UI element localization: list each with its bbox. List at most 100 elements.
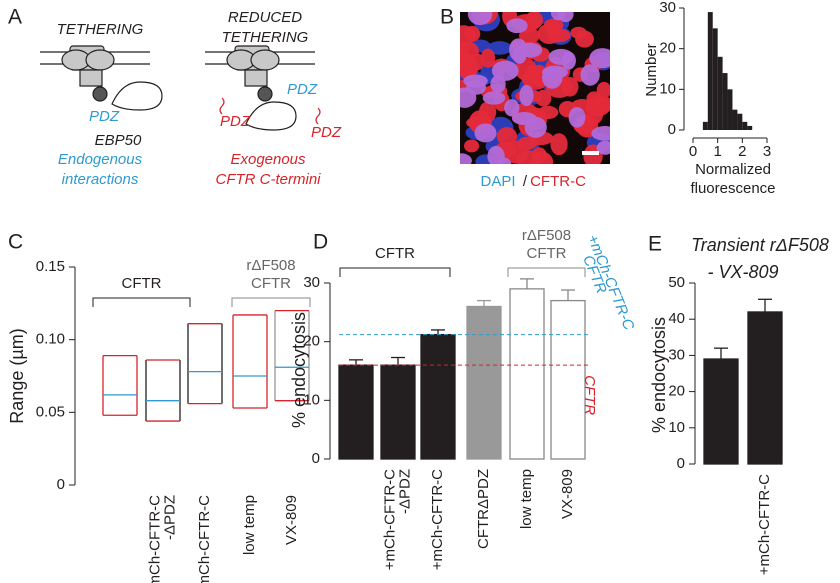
- diagram-a: A TETHERING REDUCED TETHERING PDZ EBP50 …: [8, 6, 342, 188]
- cell: [487, 41, 512, 55]
- group-label: rΔF508: [246, 257, 295, 274]
- chart-title: Transient rΔF508: [691, 235, 829, 255]
- pdz-label: PDZ: [287, 81, 318, 98]
- x-tick-label: -ΔPDZ: [396, 469, 413, 514]
- bar: [742, 121, 748, 130]
- y-tick-label: 50: [668, 274, 685, 291]
- bar: [702, 121, 708, 130]
- panel-letter: D: [313, 231, 328, 254]
- cell: [490, 75, 506, 94]
- cell: [463, 74, 488, 88]
- group-label: rΔF508: [522, 227, 571, 244]
- chart-title: - VX-809: [707, 262, 778, 282]
- y-tick-label: 30: [659, 0, 676, 16]
- y-axis-label: Number: [643, 43, 660, 96]
- cell: [535, 89, 552, 107]
- diagram-title: TETHERING: [57, 21, 144, 38]
- y-tick-label: 0.10: [36, 331, 65, 348]
- y-tick-label: 0: [312, 450, 320, 467]
- image-caption: /: [523, 173, 528, 190]
- cell: [531, 147, 547, 164]
- y-tick-label: 10: [659, 80, 676, 97]
- cell: [589, 48, 610, 69]
- c-termini: [219, 97, 321, 125]
- bar: [722, 73, 728, 130]
- y-tick-label: 10: [668, 419, 685, 436]
- cell: [467, 12, 493, 26]
- group-label: CFTR: [375, 245, 415, 262]
- bar: [509, 288, 545, 460]
- cell: [561, 77, 579, 97]
- cell: [591, 126, 610, 141]
- cell: [537, 23, 562, 45]
- group-bracket: [92, 297, 191, 307]
- x-axis-label: Normalized: [695, 161, 771, 178]
- bar: [466, 305, 502, 460]
- cell: [584, 103, 604, 125]
- y-axis-label: % endocytosis: [289, 312, 309, 428]
- image-caption: DAPI: [480, 173, 515, 190]
- panel-letter: E: [648, 233, 662, 256]
- cell: [542, 65, 568, 79]
- cell: [596, 140, 610, 155]
- y-tick-label: 0: [668, 121, 676, 138]
- image-caption: CFTR-C: [530, 173, 586, 190]
- group-label: CFTR: [527, 245, 567, 262]
- range-box: [102, 355, 138, 416]
- cell: [504, 99, 520, 117]
- y-tick-label: 30: [303, 274, 320, 291]
- y-tick-label: 20: [668, 383, 685, 400]
- range-box: [274, 310, 310, 401]
- caption: Exogenous: [230, 151, 306, 168]
- cell: [460, 87, 477, 108]
- range-box: [232, 314, 268, 408]
- cell: [482, 91, 506, 105]
- panel-letter: A: [8, 6, 22, 29]
- bar: [420, 333, 456, 460]
- cell: [460, 153, 472, 164]
- range-box: [187, 323, 223, 404]
- cell: [509, 38, 528, 62]
- cell: [524, 116, 547, 138]
- y-tick-label: 0: [57, 476, 65, 493]
- bar: [727, 89, 733, 130]
- bar: [712, 28, 718, 130]
- y-tick-label: 0.15: [36, 258, 65, 275]
- bar: [747, 311, 783, 465]
- bar: [717, 56, 723, 130]
- bar: [747, 125, 753, 130]
- panel-letter: B: [440, 6, 454, 29]
- cell: [537, 105, 559, 120]
- caption: interactions: [62, 171, 139, 188]
- cell: [550, 133, 568, 156]
- y-tick-label: 40: [668, 310, 685, 327]
- x-tick-label: +mCh-CFTR-C: [756, 474, 773, 575]
- x-tick-label: +mCh-CFTR-C: [196, 495, 213, 583]
- scale-bar: [582, 151, 599, 155]
- cell: [463, 139, 480, 153]
- y-axis-label: Range (µm): [7, 328, 27, 423]
- y-axis-label: % endocytosis: [649, 317, 669, 433]
- bar: [703, 358, 739, 465]
- bar: [737, 113, 743, 130]
- cell: [469, 53, 485, 71]
- x-tick-label: low temp: [518, 469, 535, 529]
- cell: [464, 25, 481, 42]
- cell: [522, 69, 549, 90]
- group-bracket: [231, 297, 311, 307]
- cell: [496, 127, 518, 146]
- reference-label: CFTR: [581, 375, 598, 415]
- group-label: CFTR: [251, 275, 291, 292]
- group-bracket: [507, 267, 586, 277]
- y-tick-label: 0: [677, 455, 685, 472]
- cell: [497, 157, 512, 164]
- bar: [338, 364, 374, 460]
- cell: [568, 106, 586, 128]
- y-tick-label: 0.05: [36, 403, 65, 420]
- range-box: [145, 360, 181, 422]
- y-tick-label: 10: [303, 391, 320, 408]
- caption: CFTR C-termini: [216, 171, 322, 188]
- cell: [548, 48, 574, 66]
- x-tick-label: 0: [689, 143, 697, 160]
- x-tick-label: VX-809: [283, 495, 300, 545]
